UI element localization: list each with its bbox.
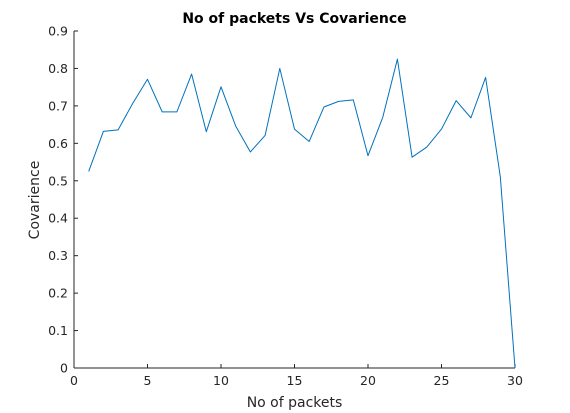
x-tick-label: 15: [287, 373, 303, 388]
y-tick-label: 0.2: [48, 286, 68, 301]
x-axis-label: No of packets: [247, 395, 343, 411]
y-tick-label: 0.1: [48, 323, 68, 338]
y-tick-label: 0: [60, 361, 68, 376]
chart-title: No of packets Vs Covarience: [182, 11, 406, 27]
x-tick-label: 0: [70, 373, 78, 388]
x-tick-label: 30: [507, 373, 523, 388]
x-tick-label: 20: [360, 373, 376, 388]
x-tick-label: 25: [434, 373, 450, 388]
y-axis-label: Covarience: [27, 161, 43, 240]
y-tick-label: 0.9: [48, 24, 68, 39]
y-tick-label: 0.6: [48, 136, 68, 151]
series-line: [88, 58, 516, 369]
y-tick-label: 0.5: [48, 173, 68, 188]
y-axis-ticks: 0 0.1 0.2 0.3 0.4 0.5 0.6 0.7 0.8 0.9: [48, 24, 78, 376]
x-tick-label: 5: [144, 373, 152, 388]
y-tick-label: 0.3: [48, 248, 68, 263]
axes: [73, 31, 515, 369]
y-tick-label: 0.8: [48, 61, 68, 76]
y-tick-label: 0.4: [48, 211, 68, 226]
series-layer: [88, 58, 516, 369]
x-tick-label: 10: [213, 373, 229, 388]
y-tick-label: 0.7: [48, 98, 68, 113]
